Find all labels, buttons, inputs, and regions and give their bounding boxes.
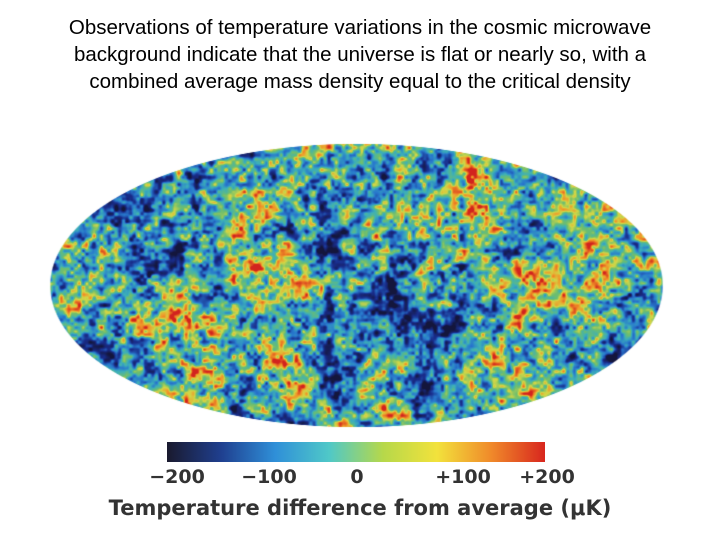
caption-line-2: background indicate that the universe is… — [73, 43, 647, 66]
colorbar-tick-minus-100: −100 — [241, 466, 297, 488]
caption-line-3: combined average mass density equal to t… — [89, 70, 631, 93]
slide-caption: Observations of temperature variations i… — [0, 14, 720, 95]
colorbar-tick-minus-200: −200 — [149, 466, 205, 488]
cmb-sky-map — [46, 140, 666, 430]
caption-line-1: Observations of temperature variations i… — [68, 16, 652, 39]
colorbar-axis-title: Temperature difference from average (μK) — [108, 496, 612, 520]
temperature-colorbar — [167, 442, 545, 462]
colorbar-tick-zero: 0 — [350, 466, 364, 488]
colorbar-tick-plus-100: +100 — [435, 466, 491, 488]
colorbar-tick-plus-200: +200 — [519, 466, 575, 488]
